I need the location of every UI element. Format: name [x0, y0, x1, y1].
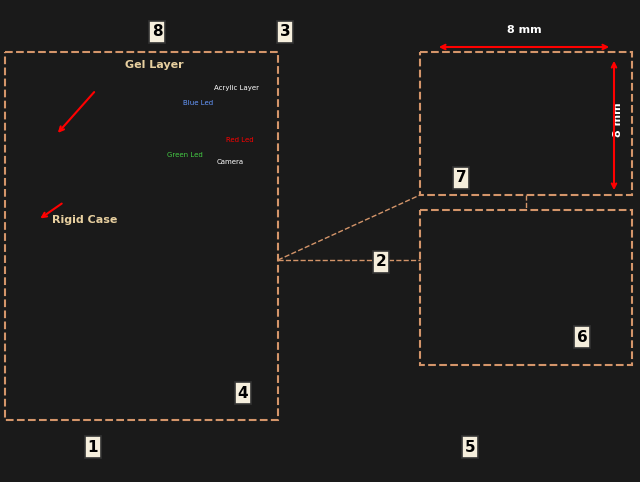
- Bar: [5, 52, 278, 420]
- Text: Red Led: Red Led: [226, 137, 254, 143]
- Text: 8: 8: [152, 25, 163, 40]
- Text: Blue Led: Blue Led: [183, 100, 213, 106]
- Text: Green Led: Green Led: [167, 152, 203, 158]
- Text: 1: 1: [88, 440, 99, 455]
- Bar: [420, 210, 632, 365]
- Text: Camera: Camera: [216, 159, 244, 165]
- Text: 8 mm: 8 mm: [613, 103, 623, 137]
- Text: Rigid Case: Rigid Case: [52, 215, 117, 225]
- Text: Gel Layer: Gel Layer: [125, 60, 184, 70]
- Text: 6: 6: [577, 330, 588, 345]
- Bar: [420, 52, 632, 195]
- Text: 5: 5: [465, 440, 476, 455]
- Text: 7: 7: [456, 171, 467, 186]
- Text: Acrylic Layer: Acrylic Layer: [214, 85, 259, 91]
- Text: 2: 2: [376, 254, 387, 269]
- Text: 4: 4: [237, 386, 248, 401]
- Text: 3: 3: [280, 25, 291, 40]
- Text: 8 mm: 8 mm: [507, 25, 541, 35]
